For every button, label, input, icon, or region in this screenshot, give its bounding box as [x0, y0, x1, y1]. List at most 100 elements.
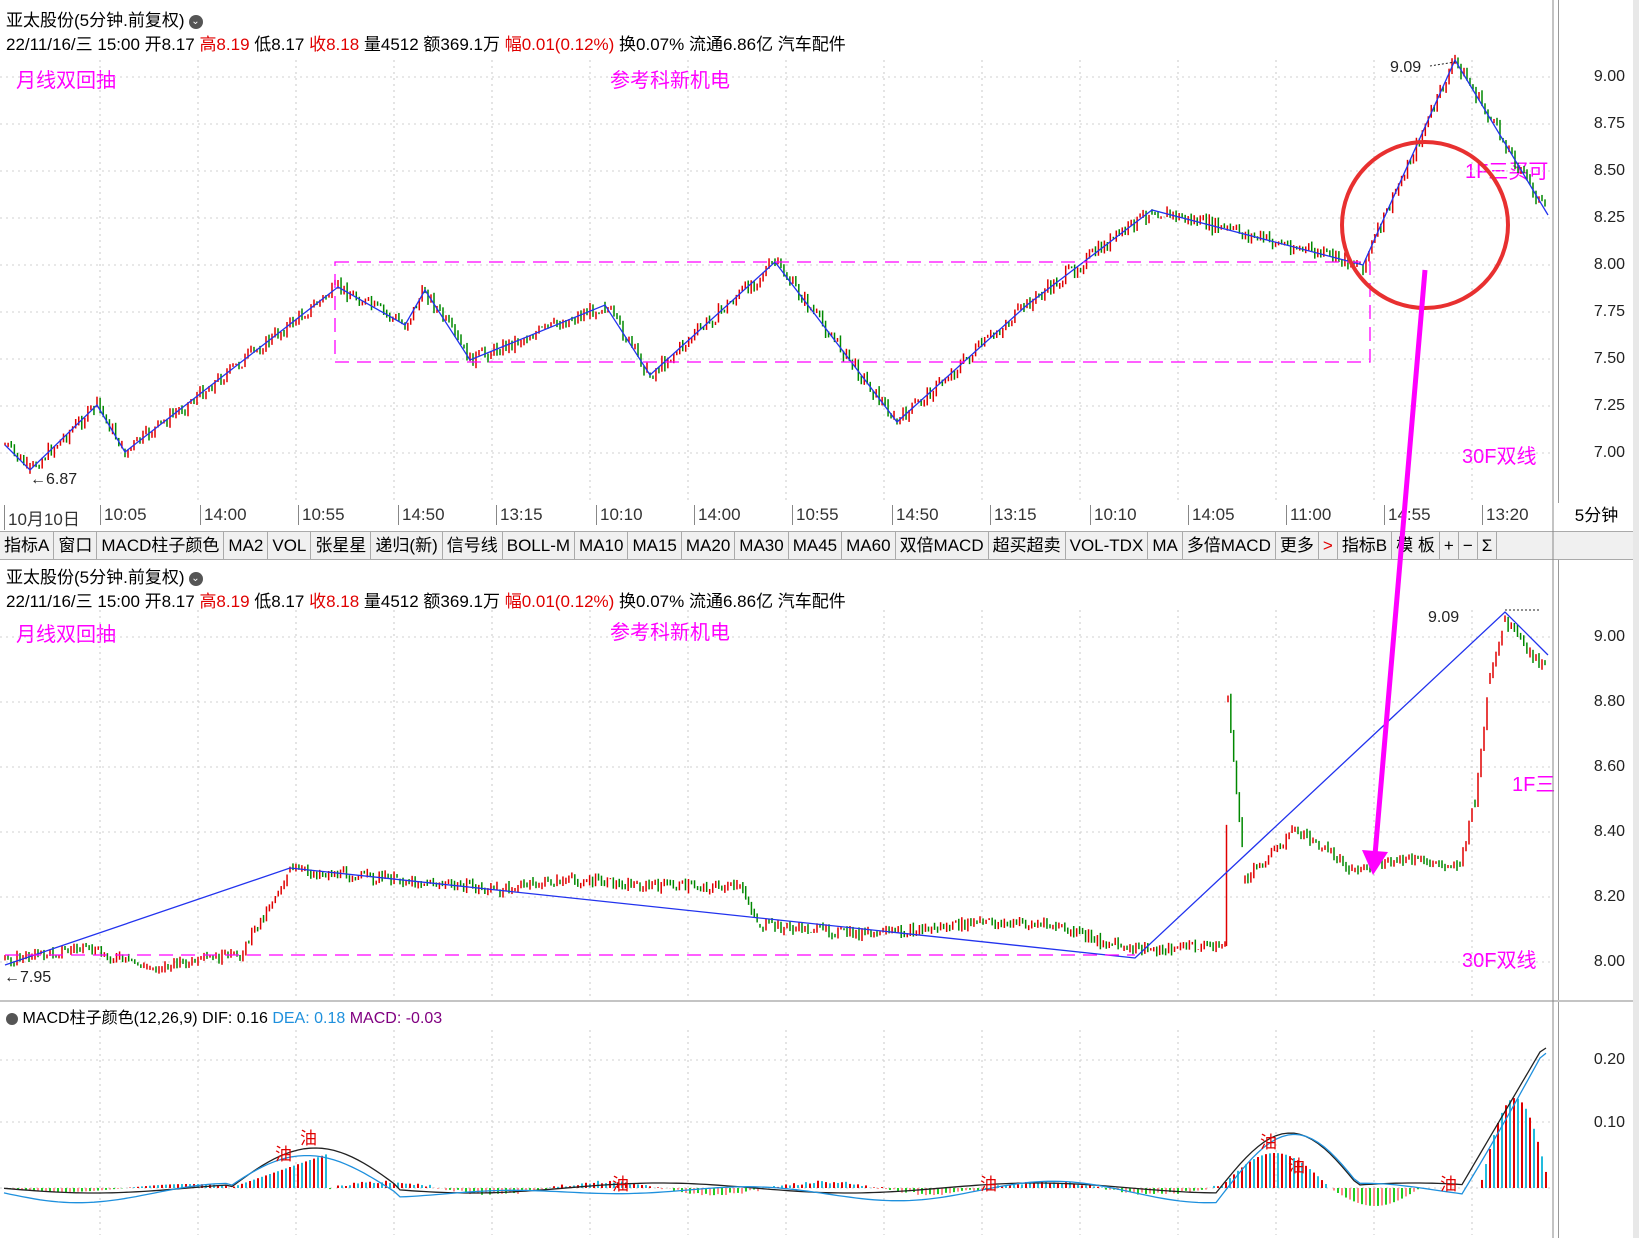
quote-low: 低8.17: [249, 592, 310, 611]
signal-mark: 油: [1260, 1133, 1277, 1152]
tab-recursive[interactable]: 递归(新): [371, 532, 443, 559]
tick-label: 8.00: [1593, 256, 1625, 273]
time-axis: 10月10日 10:05 14:00 10:55 14:50 13:15 10:…: [0, 503, 1560, 530]
quote-rest: 换0.07% 流通6.86亿 汽车配件: [614, 592, 846, 611]
annotation-1f-mid: 1F三: [1512, 774, 1556, 796]
indicator-tab-bar: 指标A 窗口 MACD柱子颜色 MA2 VOL 张星星 递归(新) 信号线 BOLL-M MA10…: [0, 531, 1639, 560]
annotation-top-center: 参考科新机电: [610, 70, 730, 92]
tab-window[interactable]: 窗口: [54, 532, 98, 559]
top-chart-panel: [0, 0, 1639, 503]
dea-line: [3, 1052, 1547, 1204]
signal-mark: 油: [612, 1175, 629, 1194]
tab-boll[interactable]: BOLL-M: [503, 532, 576, 559]
tick-label: 8.00: [1593, 953, 1625, 970]
tab-indicator-a[interactable]: 指标A: [0, 532, 55, 559]
tick-label: 7.00: [1593, 444, 1625, 461]
tick-label: 8.20: [1593, 888, 1625, 905]
tick-label: 9.00: [1593, 628, 1625, 645]
period-selector[interactable]: 5分钟: [1574, 506, 1619, 525]
tab-template[interactable]: 模 板: [1392, 532, 1440, 559]
time-label: 10月10日: [4, 505, 80, 530]
tab-ma[interactable]: MA: [1148, 532, 1183, 559]
quote-change: 幅0.01(0.12%): [504, 592, 615, 611]
tab-ma10[interactable]: MA10: [575, 532, 629, 559]
time-label: 10:55: [792, 505, 839, 525]
arrow-head: [1362, 850, 1388, 875]
zoom-out-button[interactable]: −: [1459, 532, 1478, 559]
annotation-30f-mid: 30F双线: [1462, 950, 1537, 972]
quote-line-mid: 22/11/16/三 15:00 开8.17 高8.19 低8.17 收8.18…: [6, 587, 846, 612]
time-label: 10:55: [298, 505, 345, 525]
tick-label: 8.80: [1593, 693, 1625, 710]
tab-indicator-b[interactable]: 指标B: [1338, 532, 1393, 559]
tab-ma45[interactable]: MA45: [789, 532, 843, 559]
time-label: 10:10: [596, 505, 643, 525]
price-axis-mid: 9.00 8.80 8.60 8.40 8.20 8.00: [1558, 560, 1639, 1000]
tick-label: 7.50: [1593, 350, 1625, 367]
zigzag-line: [4, 611, 1549, 966]
quote-volume: 量4512 额369.1万: [359, 592, 505, 611]
annotation-top-left-mid: 月线双回抽: [16, 624, 116, 646]
tick-label: 7.75: [1593, 303, 1625, 320]
tab-vol[interactable]: VOL: [268, 532, 312, 559]
macd-axis: 0.20 0.10: [1558, 1002, 1639, 1238]
tab-overbought[interactable]: 超买超卖: [989, 532, 1066, 559]
tab-macd-color[interactable]: MACD柱子颜色: [97, 532, 225, 559]
time-label: 14:05: [1188, 505, 1235, 525]
tab-more[interactable]: 更多: [1276, 532, 1319, 559]
tab-ma15[interactable]: MA15: [628, 532, 682, 559]
macd-dea: DEA: 0.18: [272, 1010, 346, 1027]
quote-prefix: 22/11/16/三 15:00 开8.17: [6, 592, 200, 611]
tab-vol-tdx[interactable]: VOL-TDX: [1066, 532, 1149, 559]
peak-label: 9.09: [1428, 609, 1459, 626]
tab-ma60[interactable]: MA60: [842, 532, 896, 559]
time-label: 13:15: [496, 505, 543, 525]
tab-ma2[interactable]: MA2: [224, 532, 269, 559]
signal-mark: 油: [980, 1175, 997, 1194]
signal-mark: 油: [1288, 1157, 1305, 1176]
zoom-in-button[interactable]: +: [1440, 532, 1459, 559]
signal-mark: 油: [275, 1145, 292, 1164]
quote-volume: 量4512 额369.1万: [359, 35, 505, 54]
time-label: 13:15: [990, 505, 1037, 525]
quote-high: 高8.19: [199, 592, 250, 611]
tab-signal[interactable]: 信号线: [443, 532, 503, 559]
time-label: 10:05: [100, 505, 147, 525]
macd-dif: DIF: 0.16: [202, 1010, 268, 1027]
time-label: 11:00: [1286, 505, 1331, 525]
quote-change: 幅0.01(0.12%): [504, 35, 615, 54]
tab-ma20[interactable]: MA20: [682, 532, 736, 559]
settings-icon[interactable]: ⌄: [188, 571, 203, 586]
tick-label: 8.25: [1593, 209, 1625, 226]
tab-ma30[interactable]: MA30: [735, 532, 789, 559]
tab-zhang[interactable]: 张星星: [311, 532, 372, 559]
annotation-30f-top: 30F双线: [1462, 446, 1537, 468]
tick-label: 0.20: [1593, 1051, 1625, 1068]
macd-settings-icon[interactable]: [6, 1012, 18, 1025]
tab-next[interactable]: >: [1319, 532, 1338, 559]
settings-icon[interactable]: ⌄: [188, 14, 203, 29]
macd-title: MACD柱子颜色(12,26,9): [22, 1010, 198, 1027]
tick-label: 0.10: [1593, 1114, 1625, 1131]
low-label: ←7.95: [4, 969, 51, 986]
tick-label: 7.25: [1593, 397, 1625, 414]
annotation-top-center-mid: 参考科新机电: [610, 622, 730, 644]
tab-double-macd[interactable]: 双倍MACD: [896, 532, 989, 559]
dif-line: [3, 1047, 1547, 1194]
time-label: 14:55: [1384, 505, 1431, 525]
tick-label: 8.60: [1593, 758, 1625, 775]
stock-name: 亚太股份(5分钟.前复权): [6, 568, 185, 587]
right-scroll-strip[interactable]: [1633, 0, 1639, 1238]
quote-close: 收8.18: [309, 592, 360, 611]
quote-line-top: 22/11/16/三 15:00 开8.17 高8.19 低8.17 收8.18…: [6, 30, 846, 55]
quote-rest: 换0.07% 流通6.86亿 汽车配件: [614, 35, 846, 54]
time-label: 14:50: [892, 505, 939, 525]
price-axis-top: 9.00 8.75 8.50 8.25 8.00 7.75 7.50 7.25 …: [1558, 0, 1639, 503]
sum-button[interactable]: Σ: [1478, 532, 1498, 559]
tab-multi-macd[interactable]: 多倍MACD: [1183, 532, 1276, 559]
time-label: 10:10: [1090, 505, 1137, 525]
tick-label: 8.40: [1593, 823, 1625, 840]
quote-prefix: 22/11/16/三 15:00 开8.17: [6, 35, 200, 54]
tick-label: 8.75: [1593, 115, 1625, 132]
quote-high: 高8.19: [199, 35, 250, 54]
